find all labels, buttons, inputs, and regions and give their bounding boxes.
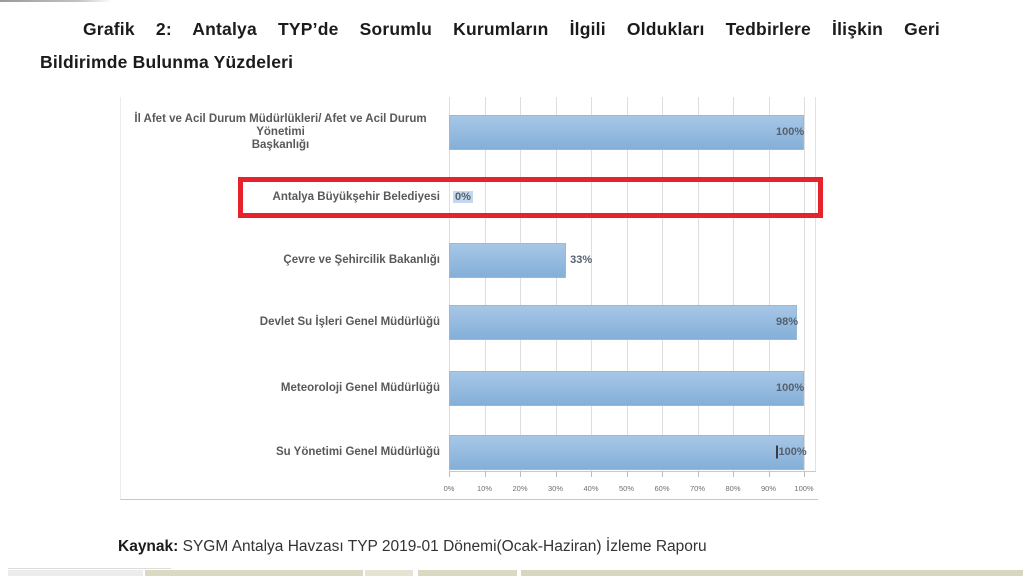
source-label: Kaynak: (118, 538, 179, 555)
category-label-cell: İl Afet ve Acil Durum Müdürlükleri/ Afet… (121, 110, 449, 154)
bar-row: Çevre ve Şehircilik Bakanlığı 33% (121, 238, 819, 282)
category-label-cell: Su Yönetimi Genel Müdürlüğü (121, 430, 449, 474)
bar-row: Meteoroloji Genel Müdürlüğü 100% (121, 366, 819, 410)
axis-tick (662, 472, 663, 477)
value-label: 100% (776, 445, 807, 459)
bar-track: 33% (449, 238, 819, 282)
category-label: Çevre ve Şehircilik Bakanlığı (283, 253, 440, 266)
axis-tick-label: 20% (512, 484, 528, 493)
bar-track: 98% (449, 300, 819, 344)
axis-tick-label: 70% (689, 484, 706, 493)
bar-track: 0% (449, 175, 819, 219)
axis-tick-label: 30% (547, 484, 564, 493)
category-label: Meteoroloji Genel Müdürlüğü (280, 381, 440, 394)
axis-tick (484, 472, 486, 477)
gridline (804, 97, 805, 471)
axis-tick-label: 100% (794, 484, 814, 493)
axis-tick-label: 90% (760, 484, 777, 493)
axis-tick (804, 472, 805, 477)
value-label: 100% (776, 126, 805, 138)
gridline (484, 97, 486, 471)
bar (449, 242, 567, 278)
category-label: İl Afet ve Acil Durum Müdürlükleri/ Afet… (134, 112, 427, 151)
axis-tick-label: 80% (725, 484, 741, 493)
category-label: Antalya Büyükşehir Belediyesi (272, 190, 440, 203)
figure-caption-line2: Bildirimde Bulunma Yüzdeleri (40, 52, 294, 72)
gridline (591, 97, 592, 471)
gridline (733, 97, 734, 471)
plot-area (449, 97, 816, 471)
bar (449, 434, 804, 470)
gridline (626, 97, 628, 471)
cropped-strip-gray (8, 570, 143, 576)
gridline (520, 97, 521, 471)
axis-tick (449, 472, 450, 477)
cropped-strip-beige-2 (418, 570, 517, 576)
figure-caption: Grafik 2: Antalya TYP’de Sorumlu Kurumla… (40, 13, 940, 79)
category-label-cell: Devlet Su İşleri Genel Müdürlüğü (121, 300, 449, 344)
category-label-cell: Meteoroloji Genel Müdürlüğü (121, 366, 449, 410)
axis-tick (697, 472, 699, 477)
gridline (662, 97, 663, 471)
bar (449, 114, 804, 150)
axis-tick (555, 472, 557, 477)
bar-track: 100% (449, 366, 819, 410)
axis-tick (626, 472, 628, 477)
axis-tick-label: 10% (476, 484, 493, 493)
bar-track: 100% (449, 430, 819, 474)
axis-tick (733, 472, 734, 477)
category-label-cell: Antalya Büyükşehir Belediyesi (121, 175, 449, 219)
cropped-strip-beige-3 (521, 570, 1023, 576)
source-citation: Kaynak: SYGM Antalya Havzası TYP 2019-01… (118, 538, 707, 556)
axis-tick (520, 472, 521, 477)
bar-track: 100% (449, 110, 819, 154)
bar-row: İl Afet ve Acil Durum Müdürlükleri/ Afet… (121, 110, 819, 154)
source-text: SYGM Antalya Havzası TYP 2019-01 Dönemi(… (178, 538, 707, 555)
bar-chart: İl Afet ve Acil Durum Müdürlükleri/ Afet… (120, 97, 823, 500)
gridline (555, 97, 557, 471)
axis-tick-label: 40% (583, 484, 599, 493)
gridline (449, 97, 450, 471)
x-axis-line (449, 471, 816, 472)
red-highlight-rectangle (238, 177, 823, 218)
cropped-strip-beige-1 (145, 570, 363, 576)
value-label: 100% (776, 382, 805, 394)
category-label: Su Yönetimi Genel Müdürlüğü (276, 445, 440, 458)
axis-tick (591, 472, 592, 477)
value-label: 0% (453, 191, 473, 203)
axis-tick (768, 472, 770, 477)
bar (449, 304, 797, 340)
text-cursor (776, 445, 778, 459)
category-label: Devlet Su İşleri Genel Müdürlüğü (259, 315, 440, 328)
axis-tick-label: 60% (654, 484, 670, 493)
bar-row: Antalya Büyükşehir Belediyesi 0% (121, 175, 819, 219)
value-label: 98% (776, 316, 799, 328)
cropped-strip-beige-light (365, 570, 413, 576)
category-label-cell: Çevre ve Şehircilik Bakanlığı (121, 238, 449, 282)
value-label: 33% (570, 254, 593, 266)
axis-tick-label: 0% (443, 484, 455, 493)
bar (449, 370, 804, 406)
axis-tick-label: 50% (618, 484, 635, 493)
scan-artifact-line (0, 0, 112, 2)
bar-row: Devlet Su İşleri Genel Müdürlüğü 98% (121, 300, 819, 344)
bar-row: Su Yönetimi Genel Müdürlüğü 100% (121, 430, 819, 474)
gridline (768, 97, 770, 471)
cropped-strip-border (8, 568, 171, 569)
gridline (697, 97, 699, 471)
figure-caption-line1: Grafik 2: Antalya TYP’de Sorumlu Kurumla… (83, 19, 940, 39)
